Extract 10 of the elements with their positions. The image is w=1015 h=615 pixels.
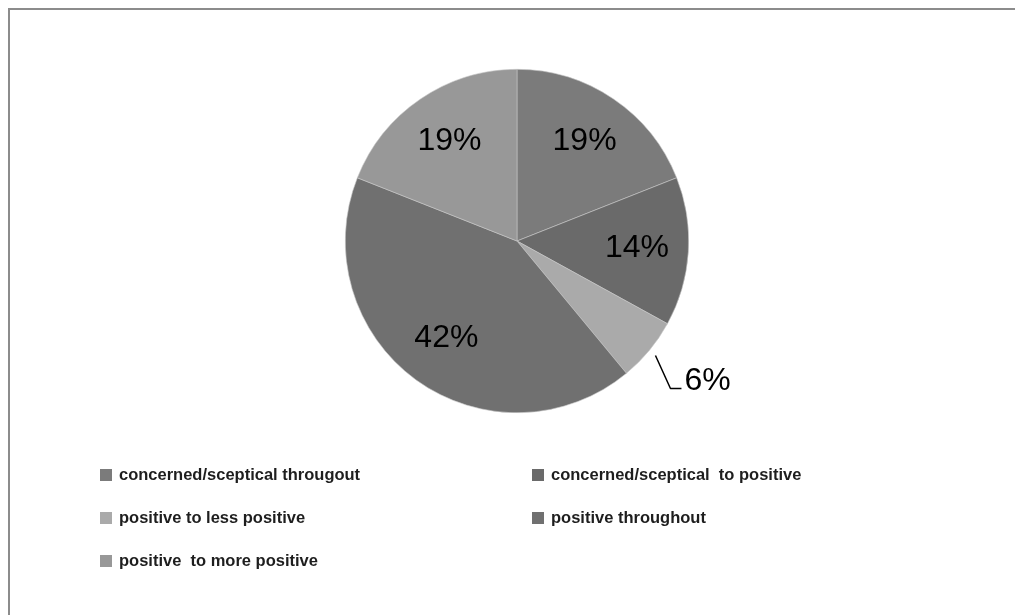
- legend-label: positive throughout: [551, 508, 706, 527]
- legend-label: concerned/sceptical througout: [119, 465, 361, 484]
- legend-label: concerned/sceptical to positive: [551, 465, 802, 484]
- data-label: 6%: [684, 360, 731, 397]
- legend-label: positive to more positive: [119, 551, 318, 570]
- legend-label: positive to less positive: [119, 508, 306, 527]
- data-label: 42%: [414, 318, 479, 355]
- data-label: 14%: [604, 228, 669, 265]
- data-label: 19%: [552, 121, 617, 158]
- data-label: 19%: [417, 121, 482, 158]
